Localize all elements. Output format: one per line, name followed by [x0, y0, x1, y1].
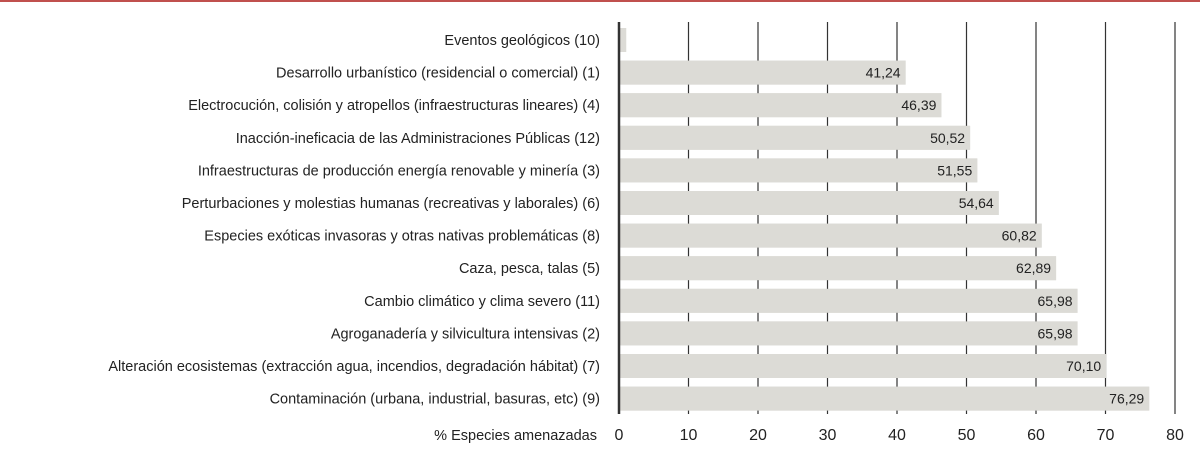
bar-fill [620, 321, 1078, 346]
data-label: 46,39 [901, 97, 936, 113]
top-rule [0, 0, 1200, 2]
category-label: Caza, pesca, talas (5) [459, 261, 600, 277]
bar-fill [620, 60, 906, 85]
x-tick-label: 50 [958, 427, 976, 444]
bar-fill [620, 158, 978, 183]
x-tick-label: 20 [749, 427, 767, 444]
category-label: Eventos geológicos (10) [444, 33, 600, 49]
data-label: 65,98 [1038, 325, 1073, 341]
x-axis-label: % Especies amenazadas [434, 428, 597, 444]
x-tick-label: 0 [615, 427, 624, 444]
category-label: Contaminación (urbana, industrial, basur… [270, 392, 600, 408]
category-label: Electrocución, colisión y atropellos (in… [188, 98, 600, 114]
category-label: Infraestructuras de producción energía r… [198, 163, 600, 179]
bar-fill [620, 354, 1107, 378]
x-tick-label: 60 [1027, 427, 1045, 444]
data-label: 62,89 [1016, 260, 1051, 276]
category-label: Inacción-ineficacia de las Administracio… [236, 131, 600, 147]
x-tick-label: 10 [680, 427, 698, 444]
bar-fill [620, 93, 942, 118]
bar-fill [620, 125, 971, 150]
x-tick-label: 80 [1166, 427, 1184, 444]
category-label: Desarrollo urbanístico (residencial o co… [276, 66, 600, 82]
data-label: 65,98 [1038, 293, 1073, 309]
data-label: 70,10 [1066, 358, 1101, 374]
bar-fill [620, 191, 999, 215]
x-tick-label: 30 [819, 427, 837, 444]
data-label: 51,55 [937, 162, 972, 178]
bar-fill [620, 386, 1150, 411]
category-label: Agroganadería y silvicultura intensivas … [331, 326, 600, 342]
category-label: Perturbaciones y molestias humanas (recr… [182, 196, 600, 212]
category-label: Especies exóticas invasoras y otras nati… [204, 229, 600, 245]
data-label: 50,52 [930, 130, 965, 146]
category-label: Alteración ecosistemas (extracción agua,… [108, 359, 600, 375]
data-label: 41,24 [866, 65, 901, 81]
category-label: Cambio climático y clima severo (11) [364, 294, 600, 310]
bar-fill [620, 288, 1078, 313]
data-label: 76,29 [1109, 391, 1144, 407]
data-label: 60,82 [1002, 228, 1037, 244]
x-tick-label: 40 [888, 427, 906, 444]
bar-fill [620, 256, 1057, 281]
x-tick-label: 70 [1097, 427, 1115, 444]
bar-fill [620, 28, 627, 52]
bar-fill [620, 223, 1042, 248]
data-label: 54,64 [959, 195, 994, 211]
